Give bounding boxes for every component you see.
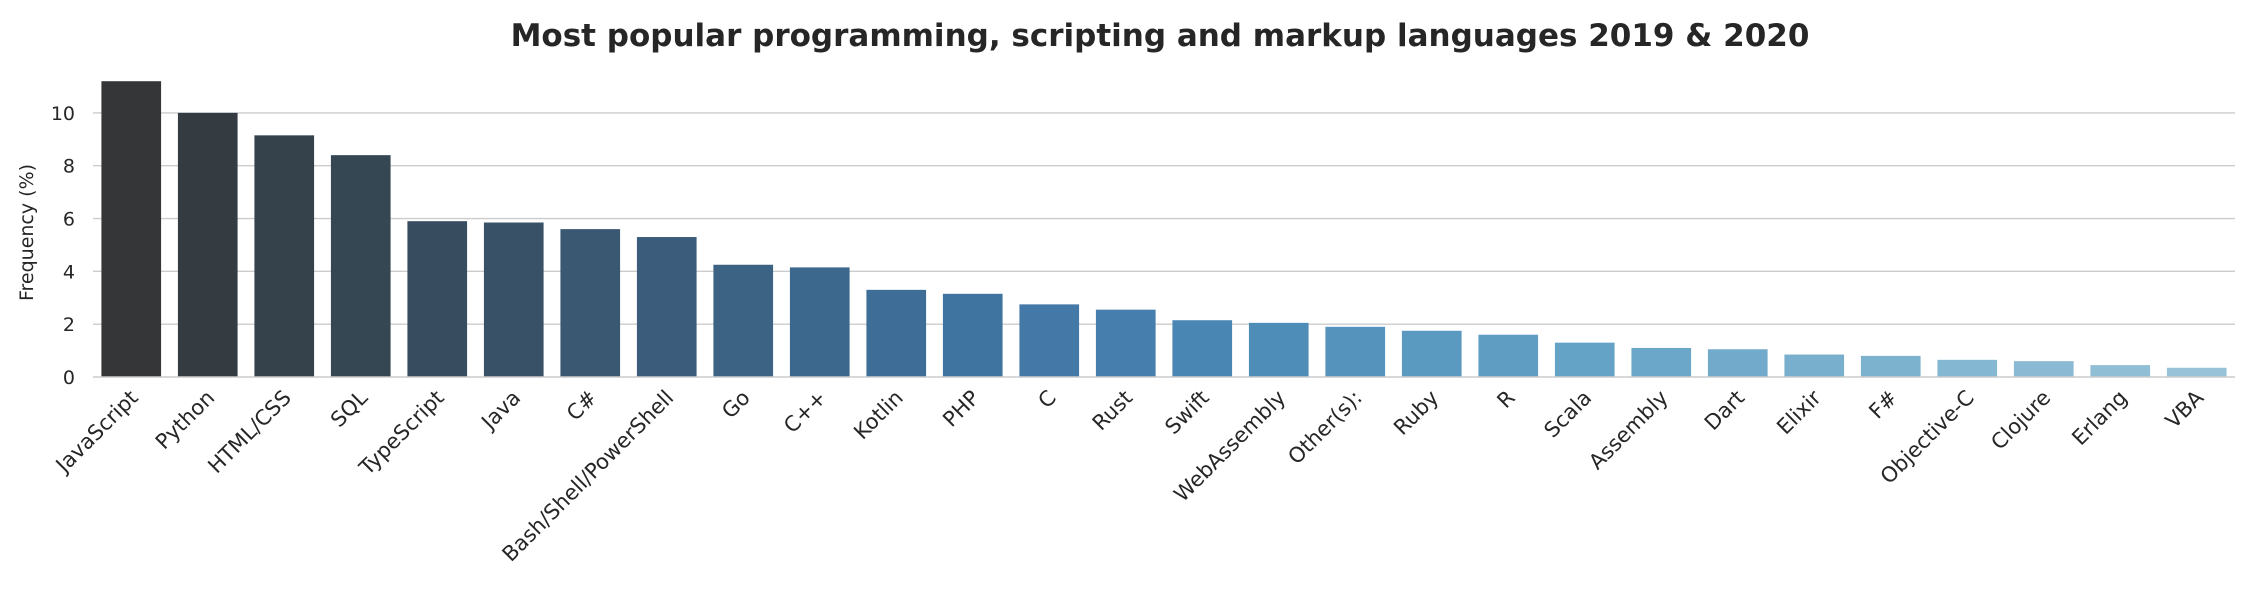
y-axis-label: Frequency (%) [16, 164, 38, 301]
y-tick-label: 8 [63, 156, 75, 178]
bar-kotlin [866, 289, 927, 377]
x-tick-label: Dart [1700, 386, 1749, 435]
x-tick-label: VBA [2161, 385, 2209, 433]
x-tick-label: Erlang [2067, 386, 2132, 451]
bar-assembly [1631, 347, 1692, 377]
bars [101, 81, 2227, 378]
x-tick-label: Clojure [1986, 386, 2055, 455]
bar-dart [1707, 349, 1768, 377]
bar-bash-shell-powershell [636, 237, 697, 377]
x-tick-label: JavaScript [50, 386, 143, 479]
bar-go [713, 264, 774, 377]
y-tick-label: 0 [63, 367, 75, 389]
x-tick-label: Ruby [1389, 386, 1443, 440]
bar-java [483, 222, 544, 377]
bar-vba [2166, 367, 2227, 377]
y-tick-label: 2 [63, 314, 75, 336]
bar-webassembly [1248, 322, 1309, 377]
bar-erlang [2090, 365, 2151, 377]
bar-swift [1172, 320, 1233, 377]
bar-c [789, 267, 850, 377]
x-tick-label: Elixir [1772, 385, 1826, 439]
bar-objective-c [1937, 359, 1998, 377]
bar-typescript [407, 221, 468, 377]
x-tick-label: SQL [326, 385, 373, 432]
x-tick-label: Java [476, 386, 526, 436]
x-tick-label: Kotlin [849, 386, 908, 445]
x-tick-label: C [1033, 386, 1060, 413]
bar-python [177, 112, 238, 378]
bar-javascript [101, 81, 162, 377]
x-tick-label: HTML/CSS [203, 386, 296, 479]
bar-r [1478, 334, 1539, 377]
x-tick-label: R [1492, 386, 1519, 413]
x-tick-label: C++ [779, 386, 831, 438]
bar-c [560, 229, 621, 377]
bar-rust [1095, 309, 1156, 377]
bar-sql [330, 155, 391, 377]
x-tick-label: Go [717, 386, 755, 424]
x-tick-label: Other(s): [1283, 386, 1366, 469]
y-axis-ticks: 0 2 4 6 8 10 [51, 103, 75, 389]
x-tick-label: PHP [938, 386, 984, 432]
bar-ruby [1401, 330, 1462, 377]
x-tick-label: Scala [1539, 386, 1596, 443]
bar-html-css [254, 135, 315, 377]
bar-elixir [1784, 354, 1845, 377]
bar-other-s [1325, 326, 1386, 377]
bar-f [1860, 355, 1921, 377]
y-tick-label: 6 [63, 209, 75, 231]
chart-title: Most popular programming, scripting and … [511, 18, 1810, 54]
x-tick-label: Python [151, 386, 219, 454]
bar-scala [1554, 342, 1615, 377]
y-tick-label: 4 [63, 261, 75, 283]
x-tick-label: Rust [1088, 386, 1138, 436]
x-tick-label: F# [1864, 386, 1902, 424]
y-tick-label: 10 [51, 103, 75, 125]
x-tick-label: C# [562, 386, 602, 426]
x-tick-label: Assembly [1584, 386, 1673, 475]
bar-c [1019, 304, 1080, 377]
bar-php [942, 293, 1003, 377]
bar-clojure [2013, 361, 2074, 377]
x-tick-label: Swift [1160, 386, 1213, 439]
